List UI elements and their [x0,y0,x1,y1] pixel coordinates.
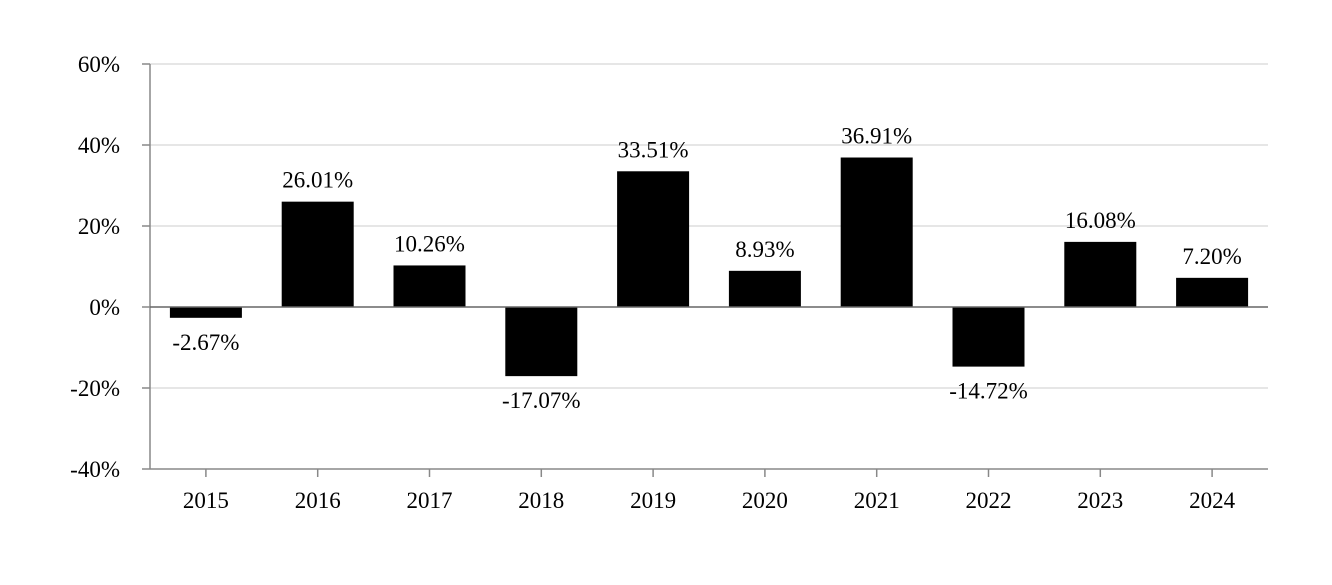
x-tick-labels: 2015 2016 2017 2018 2019 2020 2021 2022 2023 2024 [183,488,1236,513]
y-tick-label: 20% [78,214,120,239]
bar-2022 [952,307,1025,367]
data-labels: -2.67% 26.01% 10.26% -17.07% 33.51% 8.93% 36.9… [172,124,1241,414]
bar-2017 [393,265,466,307]
x-tick-label-2022: 2022 [966,488,1012,513]
y-tick-labels: 60% 40% 20% 0% -20% -40% [70,52,120,482]
data-label-2017: 10.26% [394,231,465,256]
y-tick-label: -20% [70,376,120,401]
data-label-2023: 16.08% [1065,208,1136,233]
bar-2021 [840,157,913,307]
axes [142,63,1268,477]
x-tick-label-2017: 2017 [407,488,453,513]
x-tick-label-2024: 2024 [1189,488,1236,513]
data-label-2022: -14.72% [949,379,1028,404]
x-tick-label-2023: 2023 [1077,488,1123,513]
bar-2015 [169,307,242,318]
bar-2018 [505,307,578,377]
data-label-2016: 26.01% [282,168,353,193]
data-label-2019: 33.51% [618,137,689,162]
bars [169,157,1249,377]
y-tick-label: 0% [89,295,120,320]
y-tick-label: -40% [70,457,120,482]
bar-2020 [728,270,801,307]
x-tick-label-2021: 2021 [854,488,900,513]
data-label-2020: 8.93% [735,237,794,262]
x-tick-label-2016: 2016 [295,488,341,513]
bar-2016 [281,201,354,307]
bar-2019 [617,171,690,307]
data-label-2015: -2.67% [172,330,239,355]
y-tick-label: 40% [78,133,120,158]
x-tick-label-2019: 2019 [630,488,676,513]
data-label-2018: -17.07% [502,388,581,413]
bar-2024 [1176,277,1249,307]
x-tick-label-2015: 2015 [183,488,229,513]
data-label-2024: 7.20% [1182,244,1241,269]
x-tick-label-2018: 2018 [518,488,564,513]
x-tick-label-2020: 2020 [742,488,788,513]
y-tick-label: 60% [78,52,120,77]
bar-2023 [1064,241,1137,307]
data-label-2021: 36.91% [841,124,912,149]
